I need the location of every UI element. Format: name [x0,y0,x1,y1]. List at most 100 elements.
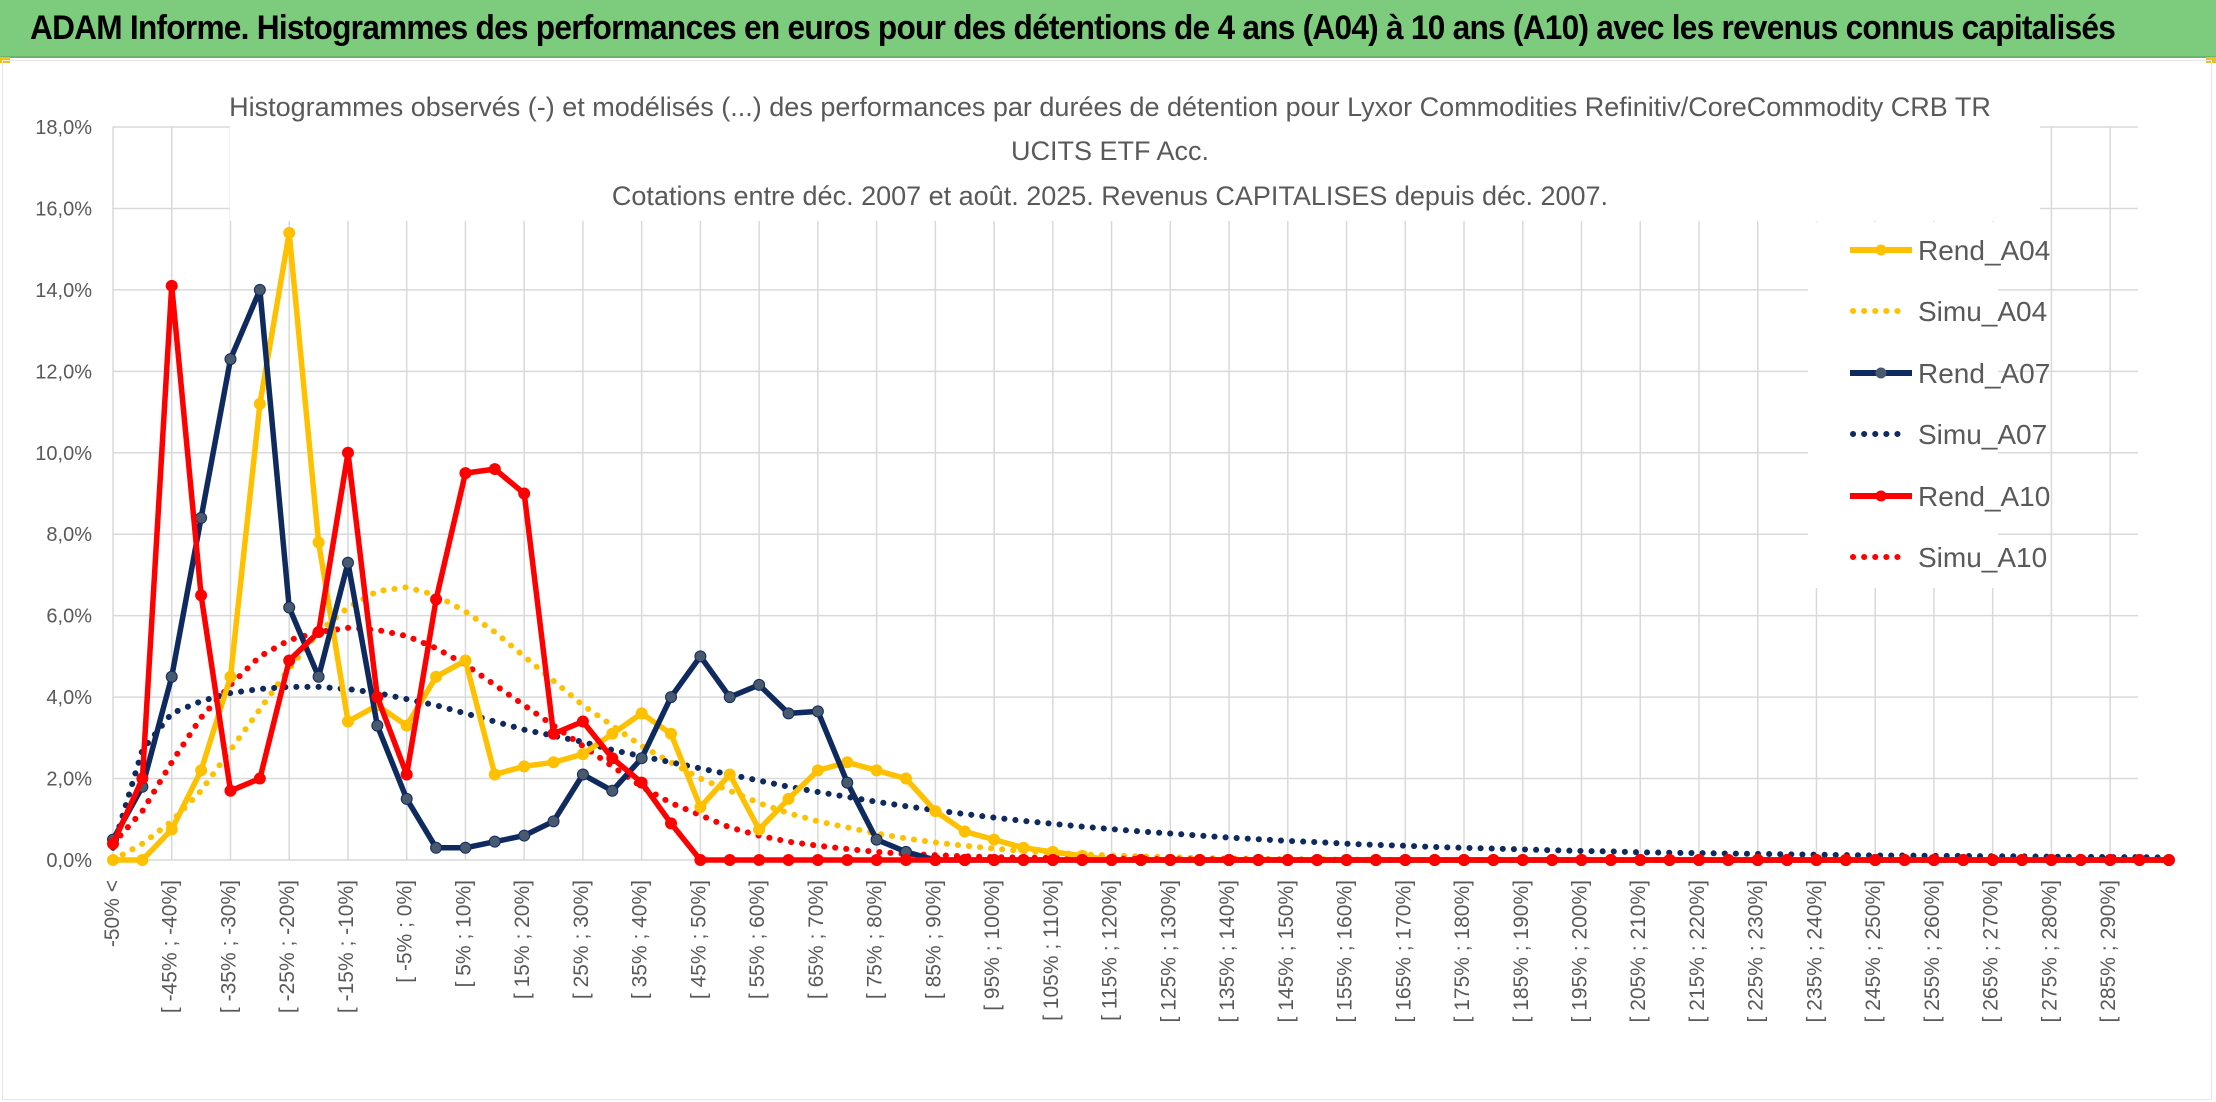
data-point [1781,854,1794,866]
x-tick-label: [ 105% ; 110%] [1040,880,1063,1021]
data-point [518,760,531,773]
data-point [1722,854,1735,866]
legend-label: Rend_A04 [1918,235,2050,266]
data-point [753,854,766,866]
legend-marker [1875,244,1887,256]
legend-label: Simu_A04 [1918,296,2047,327]
data-point [1076,854,1089,866]
data-point [782,792,795,805]
legend-background [1808,222,1998,588]
data-point [1164,854,1177,866]
legend-item-Simu_A07: Simu_A07 [1850,419,2047,450]
y-tick-label: 2,0% [46,769,92,791]
data-point [899,854,912,866]
data-point [782,707,795,720]
data-point [488,463,501,476]
data-point [312,670,325,683]
data-point [635,752,648,765]
data-point [1516,854,1529,866]
data-point [283,654,296,667]
data-point [547,815,560,828]
x-tick-label: [ -15% ; -10%] [335,880,358,1013]
data-point [870,854,883,866]
data-point [1017,841,1030,854]
data-point [283,601,296,614]
data-point [1839,854,1852,866]
data-point [430,670,443,683]
data-point [929,854,942,866]
data-point [371,719,384,732]
data-point [253,772,266,785]
data-point [1428,854,1441,866]
y-tick-label: 10,0% [35,443,92,465]
data-point [1340,854,1353,866]
chart-title-background [230,83,2040,221]
data-point [430,593,443,606]
data-point [2074,854,2087,866]
x-tick-label: [ 65% ; 70%] [805,880,828,999]
data-point [1487,854,1500,866]
chart-title-line-2: UCITS ETF Acc. [1011,136,1209,166]
data-point [400,768,413,781]
data-point [870,833,883,846]
series-Simu_A10 [110,624,2172,863]
data-point [107,854,119,866]
legend-label: Rend_A07 [1918,358,2050,389]
x-tick-label: [ 75% ; 80%] [864,880,887,999]
data-point [694,801,707,814]
data-point [312,625,325,638]
y-tick-label: 12,0% [35,361,92,383]
legend-label: Simu_A07 [1918,419,2047,450]
page-title: ADAM Informe. Histogrammes des performan… [30,8,2116,47]
x-tick-label: [ 195% ; 200%] [1569,880,1592,1022]
data-point [195,511,208,524]
data-point [224,784,237,797]
data-point [136,854,149,866]
series-line-Simu_A07 [110,683,2172,861]
data-point [341,715,354,728]
chart-legend: Rend_A04 Simu_A04 Rend_A07 Simu_A07 Rend_A10… [1808,222,2050,588]
data-point [1193,854,1206,866]
data-point [253,397,266,410]
page-header: ADAM Informe. Histogrammes des performan… [0,0,2216,58]
y-tick-label: 14,0% [35,280,92,302]
data-point [723,768,736,781]
data-point [635,776,648,789]
x-tick-label: [ 95% ; 100%] [981,880,1004,1011]
x-tick-label: [ 15% ; 20%] [511,880,534,999]
data-point [1927,854,1940,866]
data-point [841,776,854,789]
data-point [547,727,560,740]
series-layer [107,226,2175,866]
data-point [430,841,443,854]
legend-item-Simu_A04: Simu_A04 [1850,296,2047,327]
data-point [312,536,325,549]
data-point [459,841,472,854]
data-point [107,837,119,850]
data-point [2045,854,2058,866]
data-point [488,835,501,848]
data-point [1634,854,1647,866]
data-point [899,772,912,785]
data-point [723,854,736,866]
x-tick-label: [ 145% ; 150%] [1275,880,1298,1022]
data-point [1458,854,1471,866]
chart-title-line-1: Histogrammes observés (-) et modélisés (… [229,92,1991,122]
x-axis-ticks: -50% < [ -45% ; -40%] [ -35% ; -30%] [ -25%… [101,880,2120,1022]
data-point [224,353,237,366]
data-point [1311,854,1324,866]
x-tick-label: [ -5% ; 0%] [394,880,417,983]
data-point [665,817,678,830]
legend-label: Simu_A10 [1918,542,2047,573]
data-point [665,727,678,740]
legend-marker [1875,367,1887,379]
x-tick-label: [ 235% ; 240%] [1803,880,1826,1022]
data-point [1369,854,1382,866]
chart-frame [2,60,2212,1100]
x-tick-label: [ 55% ; 60%] [746,880,769,999]
data-point [958,825,971,838]
data-point [1252,854,1265,866]
y-tick-label: 4,0% [46,687,92,709]
data-point [165,823,178,836]
data-point [694,650,707,663]
